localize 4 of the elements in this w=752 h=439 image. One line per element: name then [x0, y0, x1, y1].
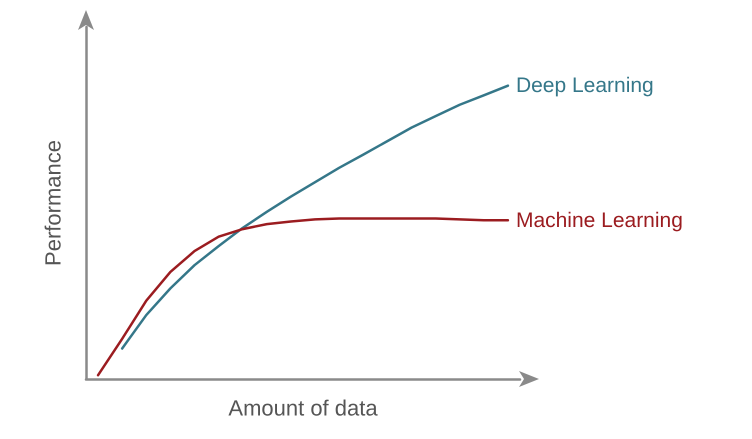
- series-label: Machine Learning: [516, 208, 683, 232]
- y-axis-title: Performance: [40, 140, 66, 266]
- x-axis-title: Amount of data: [228, 396, 378, 420]
- series-label: Deep Learning: [516, 74, 654, 98]
